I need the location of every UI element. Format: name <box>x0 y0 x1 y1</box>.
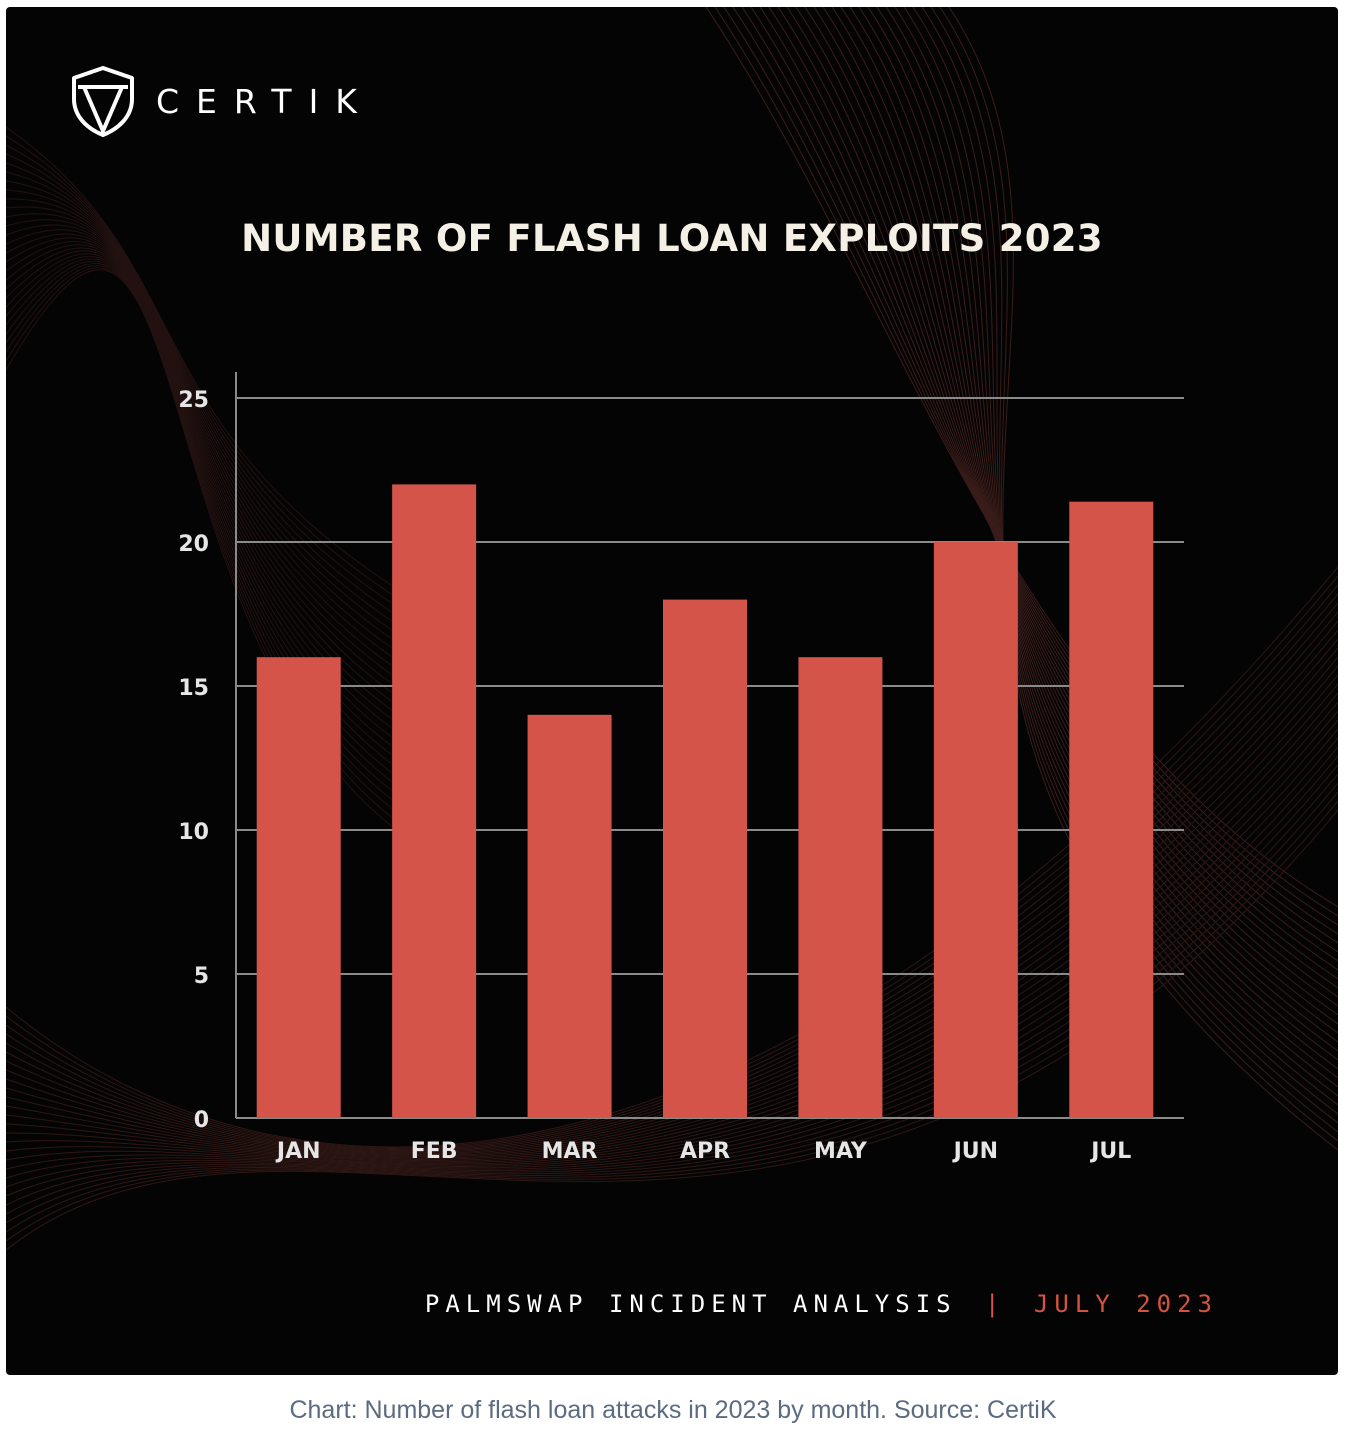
footer: PALMSWAP INCIDENT ANALYSIS | JULY 2023 <box>6 1290 1218 1318</box>
bg-wave-line <box>777 7 1338 980</box>
bg-wave-line <box>876 7 1338 1079</box>
x-tick-label: JUL <box>1089 1139 1131 1164</box>
bg-wave-line <box>6 237 427 743</box>
bg-wave-line <box>6 219 427 707</box>
bar-apr <box>663 599 747 1118</box>
bg-wave-line <box>6 162 427 644</box>
bg-wave-line <box>6 171 427 653</box>
bg-wave-line <box>795 7 1338 998</box>
bar-mar <box>527 714 612 1118</box>
bg-wave-line <box>6 180 427 662</box>
bg-wave-line <box>759 7 1338 962</box>
bg-wave-line <box>6 233 427 734</box>
bg-wave-line <box>6 229 427 725</box>
bar-jun <box>933 542 1018 1118</box>
bg-wave-line <box>849 7 1338 1052</box>
x-tick-label: MAR <box>542 1139 598 1164</box>
bg-wave-line <box>831 7 1338 1034</box>
x-tick-label: JAN <box>275 1139 321 1164</box>
bar-chart: 0 5 10 15 20 25 JAN FEB MAR APR MAY JUN JUL <box>178 372 1184 1164</box>
bg-wave-line <box>6 206 427 689</box>
bg-wave-line <box>750 7 1338 953</box>
brand-name: CERTIK <box>156 81 374 121</box>
y-tick-label: 25 <box>178 388 209 413</box>
bar-jul <box>1069 501 1154 1118</box>
chart-title: NUMBER OF FLASH LOAN EXPLOITS 2023 <box>241 217 1103 260</box>
y-tick-label: 15 <box>178 676 209 701</box>
y-tick-label: 20 <box>178 532 209 557</box>
bg-wave-line <box>6 189 427 671</box>
certik-logo: CERTIK <box>70 65 374 137</box>
x-tick-label: JUN <box>952 1139 998 1164</box>
bg-wave-line <box>894 7 1338 1097</box>
bg-wave-line <box>6 144 427 626</box>
bg-wave-line <box>6 126 427 608</box>
bg-wave-line <box>6 153 427 635</box>
bg-wave-line <box>6 224 427 716</box>
bg-wave-line <box>6 213 427 698</box>
infographic-card: CERTIK NUMBER OF FLASH LOAN EXPLOITS 202… <box>6 7 1338 1375</box>
x-tick-label: FEB <box>411 1139 458 1164</box>
y-tick-label: 10 <box>178 820 209 845</box>
x-tick-label: APR <box>680 1139 730 1164</box>
certik-shield-icon <box>72 66 134 137</box>
bg-wave-line <box>858 7 1338 1061</box>
y-tick-label: 0 <box>194 1108 209 1133</box>
bg-wave-line <box>786 7 1338 989</box>
chart-caption: Chart: Number of flash loan attacks in 2… <box>289 1396 1057 1424</box>
bg-wave-line <box>867 7 1338 1070</box>
bg-wave-line <box>6 198 427 680</box>
x-tick-label: MAY <box>814 1139 868 1164</box>
bg-wave-line <box>885 7 1338 1088</box>
bar-feb <box>392 484 477 1118</box>
y-tick-label: 5 <box>194 964 209 989</box>
bar-may <box>798 657 883 1118</box>
bg-wave-line <box>822 7 1338 1025</box>
footer-report-title: PALMSWAP INCIDENT ANALYSIS <box>424 1290 957 1318</box>
bg-wave-line <box>804 7 1338 1007</box>
bg-wave-line <box>6 135 427 617</box>
bar-jan <box>256 657 341 1118</box>
footer-date: JULY 2023 <box>1033 1290 1218 1318</box>
footer-separator: | <box>985 1290 1006 1318</box>
